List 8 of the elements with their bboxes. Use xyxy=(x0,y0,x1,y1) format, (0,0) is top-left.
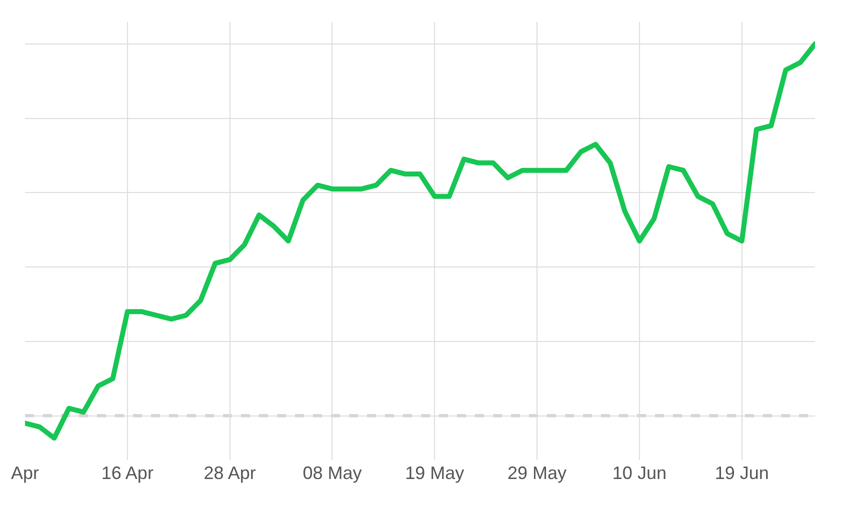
x-tick-label: 28 Apr xyxy=(204,463,256,483)
x-tick-label: 16 Apr xyxy=(101,463,154,483)
x-tick-label: 29 May xyxy=(508,463,567,483)
x-tick-label: 10 Jun xyxy=(612,463,666,483)
x-tick-label: 19 May xyxy=(405,463,464,483)
x-tick-label: 19 Jun xyxy=(714,463,769,483)
x-tick-label: 08 May xyxy=(302,463,362,483)
x-tick-label: Apr xyxy=(10,463,40,483)
